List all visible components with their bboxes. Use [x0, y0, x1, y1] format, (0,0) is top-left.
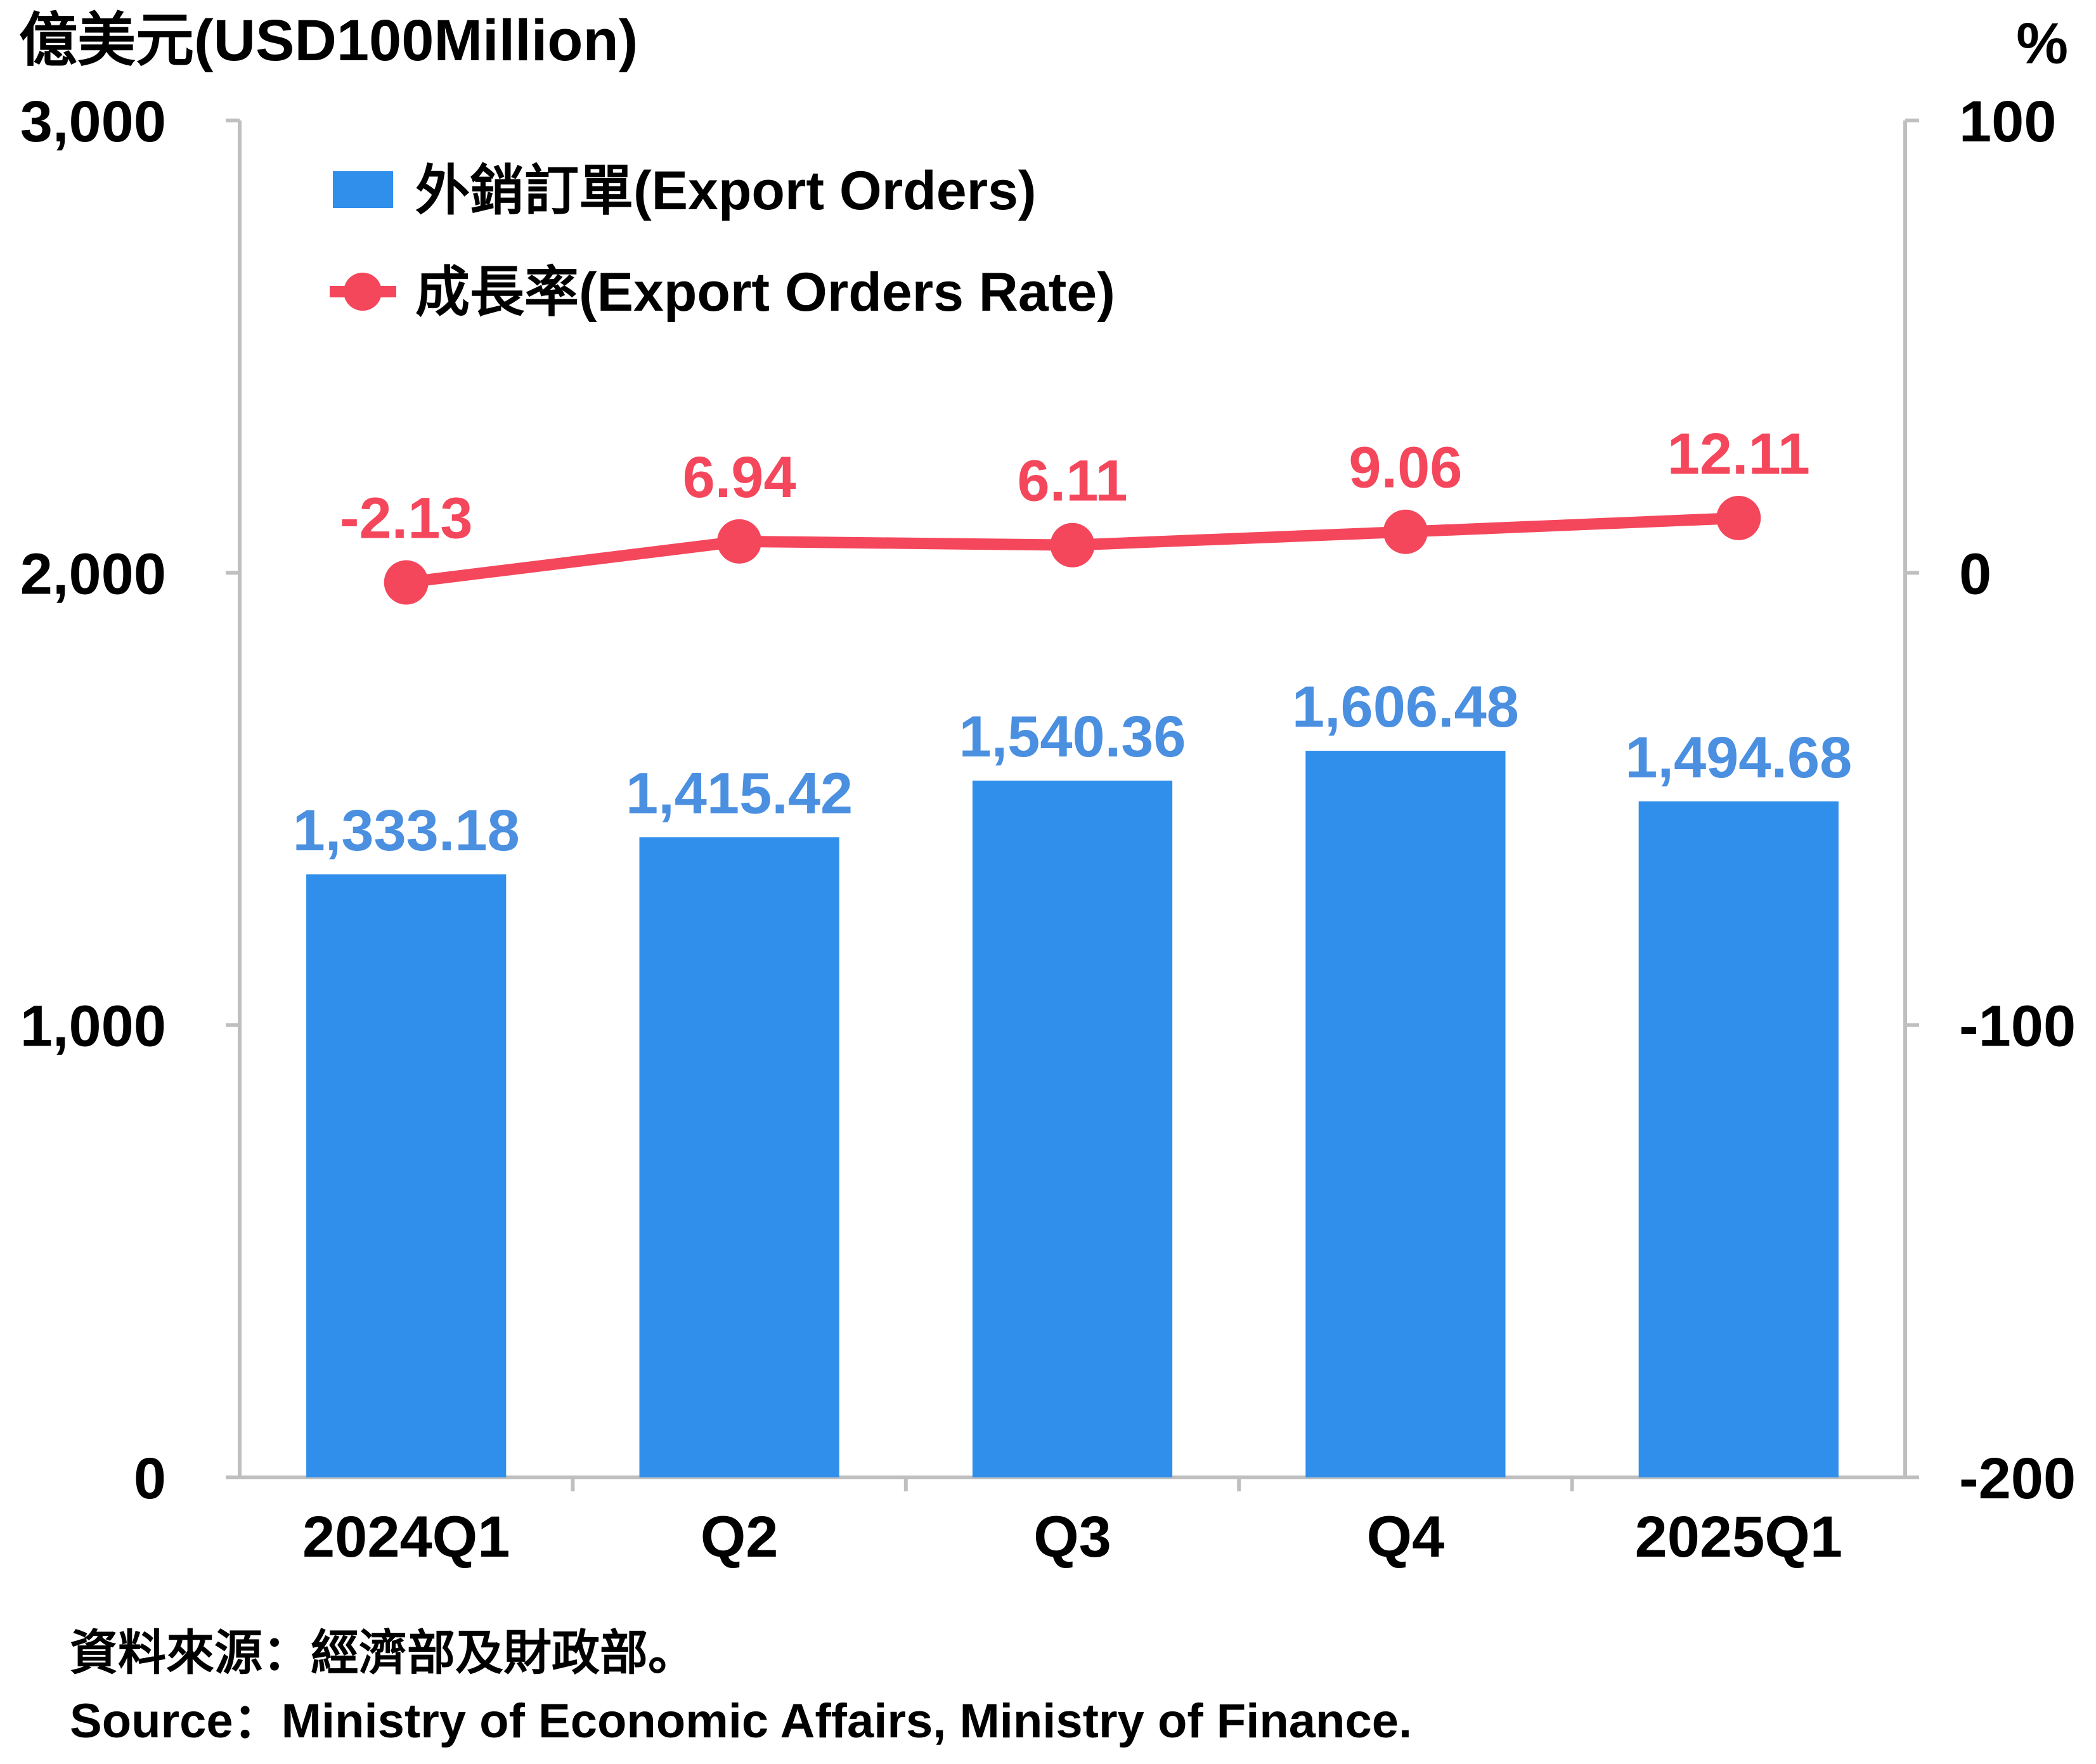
right-tick-label: 100	[1959, 89, 2057, 154]
rate-point	[1383, 509, 1428, 554]
right-tick-label: 0	[1959, 542, 1991, 606]
left-axis-unit: 億美元(USD100Million)	[19, 8, 638, 73]
rate-value-label: 6.94	[683, 445, 796, 510]
legend: 外銷訂單(Export Orders) 成長率(Export Orders Rat…	[330, 160, 1115, 323]
left-tick-label: 2,000	[20, 542, 166, 606]
legend-swatch-point	[344, 273, 382, 311]
rate-point	[384, 560, 429, 605]
right-axis-unit: %	[2016, 11, 2068, 76]
bars	[306, 751, 1839, 1477]
rate-value-label: -2.13	[340, 486, 473, 551]
bar	[1305, 751, 1506, 1477]
rate-point	[717, 519, 762, 564]
rate-value-label: 6.11	[1018, 449, 1128, 514]
x-tick-label: Q4	[1367, 1505, 1445, 1569]
rate-value-label: 12.11	[1667, 422, 1810, 486]
bar	[306, 874, 507, 1477]
rate-point	[1716, 495, 1761, 540]
bar-value-label: 1,540.36	[959, 704, 1186, 769]
right-tick-label: -200	[1959, 1446, 2076, 1511]
source-zh: 資料來源：經濟部及財政部。	[70, 1626, 696, 1680]
source-en: Source：Ministry of Economic Affairs, Min…	[70, 1694, 1413, 1748]
x-tick-label: Q3	[1033, 1505, 1111, 1569]
left-tick-label: 1,000	[20, 994, 166, 1059]
bar	[639, 837, 839, 1477]
left-tick-label: 0	[134, 1446, 166, 1511]
rate-line	[384, 495, 1761, 605]
x-tick-label: 2024Q1	[302, 1505, 510, 1569]
x-tick-label: 2025Q1	[1635, 1505, 1842, 1569]
rate-value-label: 9.06	[1349, 436, 1462, 500]
legend-label-line: 成長率(Export Orders Rate)	[415, 262, 1115, 323]
right-tick-label: -100	[1959, 994, 2076, 1059]
data-labels: 1,333.18 1,415.42 1,540.36 1,606.48 1,494.68…	[293, 422, 1853, 863]
x-tick-label: Q2	[701, 1505, 779, 1569]
axes: 0 1,000 2,000 3,000 -200 -100 0 100 2024Q1 Q2 Q3 Q4…	[19, 8, 2076, 1569]
legend-label-bar: 外銷訂單(Export Orders)	[415, 160, 1037, 221]
bar	[1638, 801, 1839, 1477]
bar-value-label: 1,494.68	[1625, 725, 1852, 790]
bar	[972, 781, 1173, 1477]
bar-value-label: 1,415.42	[626, 761, 853, 826]
legend-swatch-bar	[333, 171, 393, 208]
bar-value-label: 1,333.18	[293, 798, 520, 863]
rate-point	[1050, 522, 1095, 567]
bar-value-label: 1,606.48	[1292, 675, 1519, 739]
left-tick-label: 3,000	[20, 89, 166, 154]
